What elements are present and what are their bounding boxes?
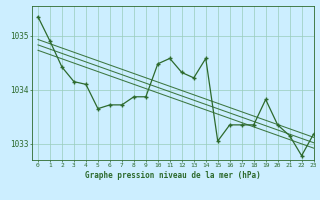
X-axis label: Graphe pression niveau de la mer (hPa): Graphe pression niveau de la mer (hPa) — [85, 171, 261, 180]
